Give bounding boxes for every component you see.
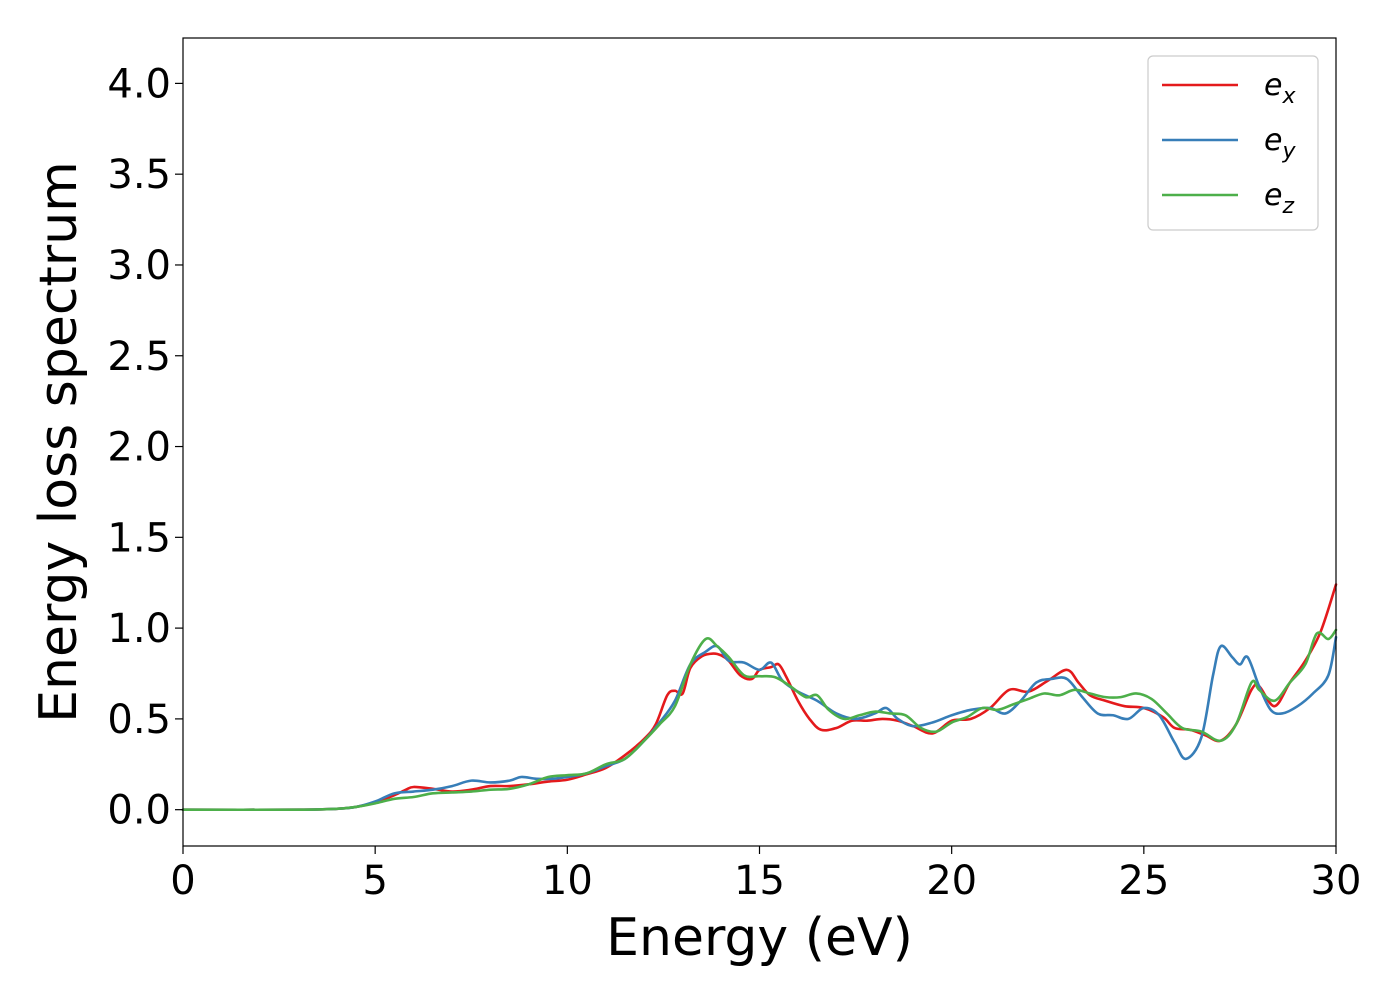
legend-label-x: ex [1264,68,1296,109]
x-tick-label: 25 [1118,858,1169,904]
y-axis-label: Energy loss spectrum [29,161,89,723]
y-tick-label: 1.5 [107,515,171,561]
x-axis: 0 5 10 15 20 25 30 [170,846,1361,904]
legend-label-subscript: z [1281,194,1294,219]
legend-box [1147,55,1319,231]
y-tick-label: 3.5 [107,152,171,198]
x-tick-label: 15 [734,858,785,904]
x-tick-label: 30 [1311,858,1362,904]
y-tick-label: 3.0 [107,243,171,289]
x-tick-label: 20 [926,858,977,904]
y-tick-label: 0.0 [107,788,171,834]
y-tick-label: 2.0 [107,425,171,471]
legend-label-base: e [1264,178,1282,213]
x-axis-label: Energy (eV) [606,908,913,968]
x-tick-label: 5 [362,858,387,904]
series-layer [181,583,1338,812]
y-tick-label: 2.5 [107,334,171,380]
y-tick-label: 0.5 [107,697,171,743]
series-line-y [181,635,1338,812]
legend-label-base: e [1264,68,1282,103]
legend-label-y: ey [1264,123,1296,164]
legend-label-base: e [1264,123,1282,158]
x-tick-label: 0 [170,858,195,904]
y-tick-label: 4.0 [107,61,171,107]
legend-label-subscript: x [1281,84,1296,109]
series-line-z [181,628,1338,812]
legend-label-z: ez [1264,178,1294,219]
y-tick-label: 1.0 [107,606,171,652]
series-line-x [181,583,1338,812]
y-axis: 0.0 0.5 1.0 1.5 2.0 2.5 3.0 3.5 4.0 [107,61,183,834]
legend-label-subscript: y [1281,139,1296,164]
x-tick-label: 10 [542,858,593,904]
